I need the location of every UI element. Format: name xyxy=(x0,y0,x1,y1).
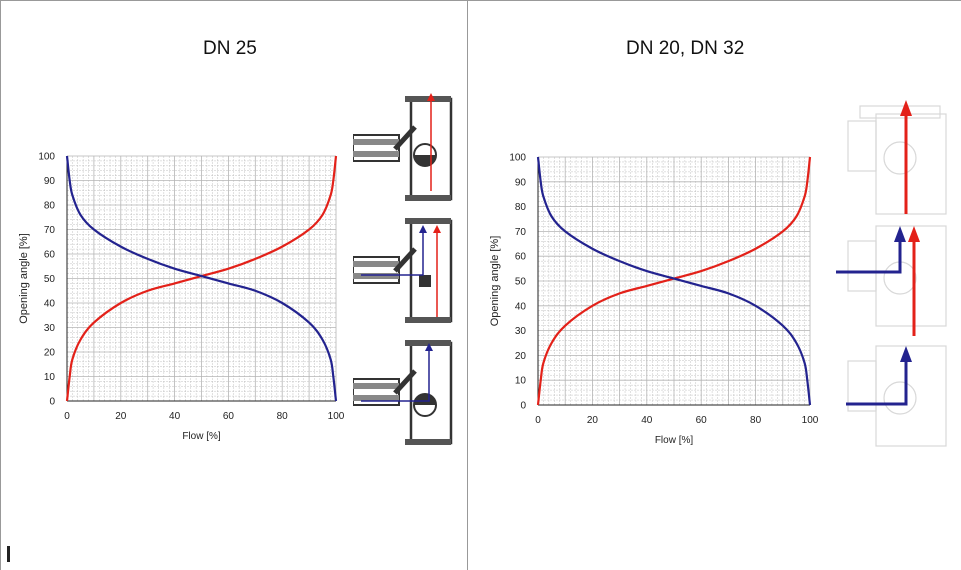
y-tick-label: 70 xyxy=(515,227,527,238)
y-tick-label: 50 xyxy=(515,277,527,288)
y-tick-label: 90 xyxy=(44,176,56,187)
x-tick-label: 60 xyxy=(223,411,235,422)
chart-dn25: 0 20 40 60 80 100 0 10 20 30 40 50 60 70 80 90 100 Flow [… xyxy=(18,152,345,443)
y-tick-label: 10 xyxy=(44,372,56,383)
valve-diagram-dn20-dn32 xyxy=(836,100,947,447)
flow-arrow-blue-bottom xyxy=(846,346,912,406)
flow-arrow-red-top xyxy=(900,100,912,214)
x-tick-label: 20 xyxy=(115,411,127,422)
y-tick-label: 70 xyxy=(44,225,56,236)
y-tick-label: 10 xyxy=(515,376,527,387)
y-axis-label: Opening angle [%] xyxy=(18,233,30,324)
x-axis-label: Flow [%] xyxy=(655,435,694,446)
x-tick-label: 20 xyxy=(587,415,599,426)
y-tick-label: 60 xyxy=(515,252,527,263)
y-axis-label: Opening angle [%] xyxy=(489,236,501,327)
grid xyxy=(537,156,811,406)
y-tick-label: 30 xyxy=(44,323,56,334)
y-tick-label: 60 xyxy=(44,250,56,261)
y-tick-label: 50 xyxy=(44,274,56,285)
x-tick-label: 80 xyxy=(277,411,289,422)
grid xyxy=(66,155,337,402)
y-tick-label: 30 xyxy=(515,326,527,337)
chart-title: DN 20, DN 32 xyxy=(626,38,745,59)
flow-arrow-red-middle xyxy=(908,226,920,336)
x-tick-label: 0 xyxy=(535,415,541,426)
x-tick-label: 40 xyxy=(641,415,653,426)
y-tick-label: 100 xyxy=(38,152,55,163)
series-line xyxy=(65,155,338,402)
y-tick-label: 40 xyxy=(44,299,56,310)
y-tick-label: 100 xyxy=(509,153,526,164)
y-tick-label: 80 xyxy=(515,202,527,213)
flow-arrow-blue-middle xyxy=(836,226,906,274)
y-tick-label: 0 xyxy=(49,397,55,408)
y-tick-label: 20 xyxy=(44,348,56,359)
valve-section-top xyxy=(353,93,453,201)
y-tick-label: 80 xyxy=(44,201,56,212)
y-tick-label: 40 xyxy=(515,301,527,312)
valve-outline-top xyxy=(847,105,947,215)
x-axis-label: Flow [%] xyxy=(182,431,221,442)
valve-section-middle xyxy=(353,218,453,323)
y-tick-label: 20 xyxy=(515,351,527,362)
y-tick-label: 90 xyxy=(515,177,527,188)
x-tick-label: 40 xyxy=(169,411,181,422)
x-tick-label: 100 xyxy=(328,411,345,422)
x-tick-label: 60 xyxy=(696,415,708,426)
chart-dn20-dn32: 0 20 40 60 80 100 0 10 20 30 40 50 60 70 80 90 100 Flow [… xyxy=(489,153,819,447)
x-tick-label: 0 xyxy=(64,411,70,422)
y-tick-label: 0 xyxy=(520,401,526,412)
valve-outline-bottom xyxy=(847,345,947,447)
series-line xyxy=(536,156,812,406)
panel-dn25: DN 25 0 20 40 60 80 100 0 10 20 30 40 50 60 70 80 90 100… xyxy=(0,0,468,570)
x-tick-label: 100 xyxy=(802,415,819,426)
x-tick-label: 80 xyxy=(750,415,762,426)
chart-title: DN 25 xyxy=(203,38,257,59)
valve-section-bottom xyxy=(353,340,453,445)
valve-diagram-dn25 xyxy=(353,93,453,445)
panel-dn20-dn32: DN 20, DN 32 0 20 40 60 80 100 0 10 20 30 40 50 60 70… xyxy=(468,0,961,570)
edge-mark xyxy=(7,546,10,562)
